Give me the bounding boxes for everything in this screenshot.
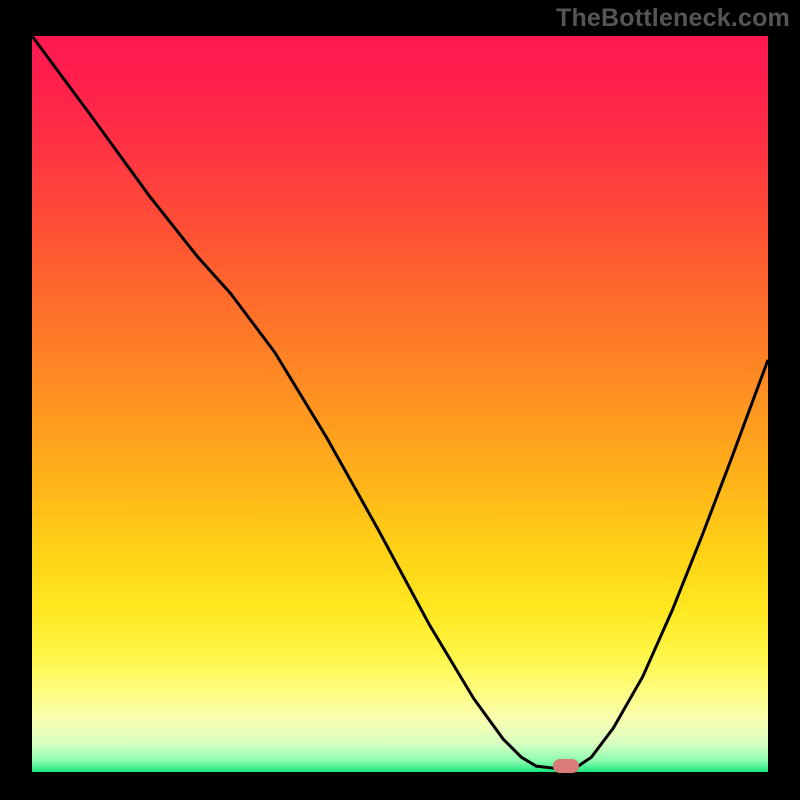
attribution-text: TheBottleneck.com: [556, 4, 790, 33]
chart-frame: TheBottleneck.com: [0, 0, 800, 800]
plot-area: [32, 36, 768, 772]
curve-path: [32, 36, 768, 768]
bottleneck-curve: [32, 36, 768, 772]
optimum-marker: [553, 759, 579, 773]
